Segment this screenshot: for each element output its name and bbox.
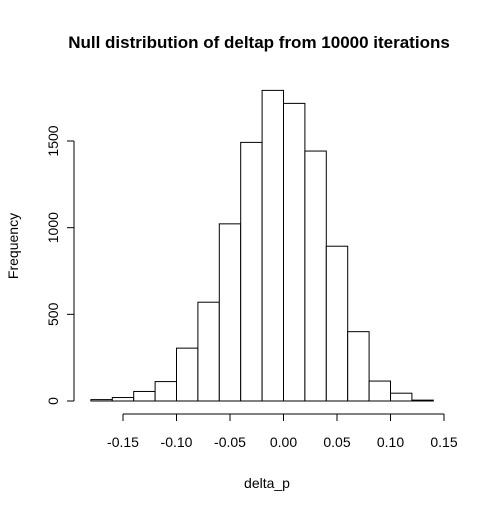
x-axis-label: delta_p bbox=[244, 475, 290, 491]
histogram-bar bbox=[368, 380, 392, 402]
histogram-bar bbox=[347, 331, 370, 402]
histogram-bars bbox=[90, 89, 434, 402]
y-tick-label: 500 bbox=[45, 302, 61, 326]
histogram-bar bbox=[197, 301, 220, 402]
histogram-bar bbox=[154, 381, 178, 402]
y-tick-label: 1000 bbox=[45, 212, 61, 243]
chart-title: Null distribution of deltap from 10000 i… bbox=[68, 33, 450, 52]
histogram-bar bbox=[133, 390, 156, 402]
histogram-bar bbox=[90, 399, 113, 402]
y-axis: 0 500 1000 1500 bbox=[45, 125, 75, 405]
y-axis-label: Frequency bbox=[5, 213, 21, 279]
histogram-bar bbox=[176, 347, 199, 402]
x-tick-label: -0.10 bbox=[161, 434, 193, 450]
x-tick-label: 0.15 bbox=[430, 434, 457, 450]
y-tick-label: 1500 bbox=[45, 125, 61, 156]
x-tick-label: -0.05 bbox=[214, 434, 246, 450]
histogram-bar bbox=[218, 223, 242, 402]
histogram-bar bbox=[261, 89, 285, 402]
histogram-bar bbox=[325, 245, 349, 402]
histogram-bar bbox=[304, 150, 327, 402]
histogram-bar bbox=[411, 399, 434, 402]
x-tick-label: 0.00 bbox=[270, 434, 297, 450]
histogram-bar bbox=[283, 102, 306, 402]
x-tick-label: 0.10 bbox=[377, 434, 404, 450]
x-axis: -0.15 -0.10 -0.05 0.00 0.05 0.10 0.15 bbox=[107, 413, 458, 450]
histogram-bar bbox=[111, 397, 135, 402]
y-tick-label: 0 bbox=[45, 397, 61, 405]
x-tick-label: -0.15 bbox=[107, 434, 139, 450]
x-tick-label: 0.05 bbox=[323, 434, 350, 450]
histogram-bar bbox=[390, 392, 413, 402]
histogram-bar bbox=[240, 141, 263, 402]
